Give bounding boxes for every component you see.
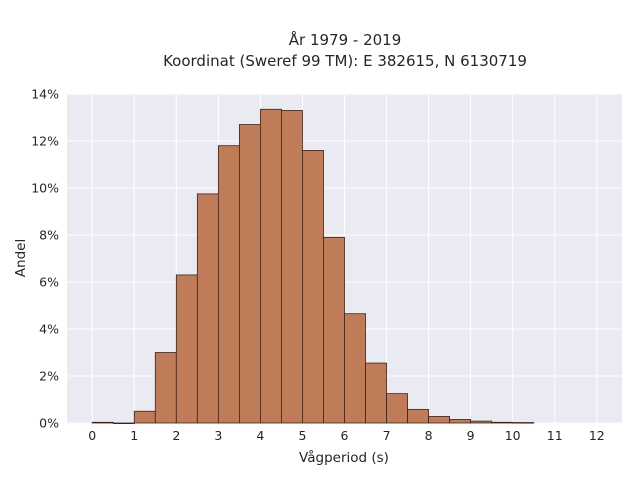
x-tick-label: 1 (130, 428, 138, 443)
chart-title-line-2: Koordinat (Sweref 99 TM): E 382615, N 61… (163, 52, 527, 70)
histogram-bar (491, 421, 514, 424)
y-tick-label: 0% (39, 416, 59, 431)
x-axis-ticks: 0 1 2 3 4 5 6 7 8 9 10 11 12 (88, 428, 604, 443)
y-tick-label: 2% (39, 369, 59, 384)
y-axis-label: Andel (13, 239, 29, 277)
histogram-bars (91, 108, 535, 425)
x-tick-label: 12 (589, 428, 605, 443)
x-tick-label: 4 (256, 428, 264, 443)
histogram-bar (133, 410, 156, 424)
x-tick-label: 2 (172, 428, 180, 443)
histogram-bar (323, 236, 345, 424)
histogram-bar (281, 110, 303, 424)
chart-title-line-1: År 1979 - 2019 (289, 30, 402, 49)
y-tick-label: 14% (31, 87, 59, 102)
y-tick-label: 6% (39, 275, 59, 290)
x-tick-label: 3 (214, 428, 222, 443)
y-tick-label: 8% (39, 228, 59, 243)
histogram-bar (449, 419, 472, 424)
histogram-bar (428, 416, 451, 424)
y-tick-label: 10% (31, 181, 59, 196)
histogram-bar (302, 149, 324, 424)
histogram-bar (217, 145, 240, 424)
histogram-bar (470, 420, 493, 424)
histogram-bar (407, 408, 429, 424)
x-tick-label: 5 (298, 428, 306, 443)
histogram-bar (91, 421, 114, 424)
x-tick-label: 8 (425, 428, 433, 443)
histogram-bar (196, 193, 219, 424)
y-axis-ticks: 0% 2% 4% 6% 8% 10% 12% 14% (31, 87, 59, 431)
histogram-bar (238, 124, 261, 424)
histogram-bar (175, 274, 198, 424)
histogram-bar (154, 352, 177, 424)
histogram-bar (365, 362, 387, 424)
x-tick-label: 0 (88, 428, 96, 443)
histogram-bar (112, 422, 135, 425)
x-tick-label: 10 (505, 428, 521, 443)
x-tick-label: 7 (383, 428, 391, 443)
histogram-bar (512, 422, 535, 424)
x-tick-label: 6 (341, 428, 349, 443)
x-axis-label: Vågperiod (s) (299, 449, 389, 466)
x-tick-label: 9 (467, 428, 475, 443)
histogram-bar (344, 313, 366, 424)
histogram-bar (386, 393, 408, 424)
y-tick-label: 12% (31, 134, 59, 149)
y-tick-label: 4% (39, 322, 59, 337)
histogram-bar (260, 108, 282, 424)
x-tick-label: 11 (547, 428, 563, 443)
